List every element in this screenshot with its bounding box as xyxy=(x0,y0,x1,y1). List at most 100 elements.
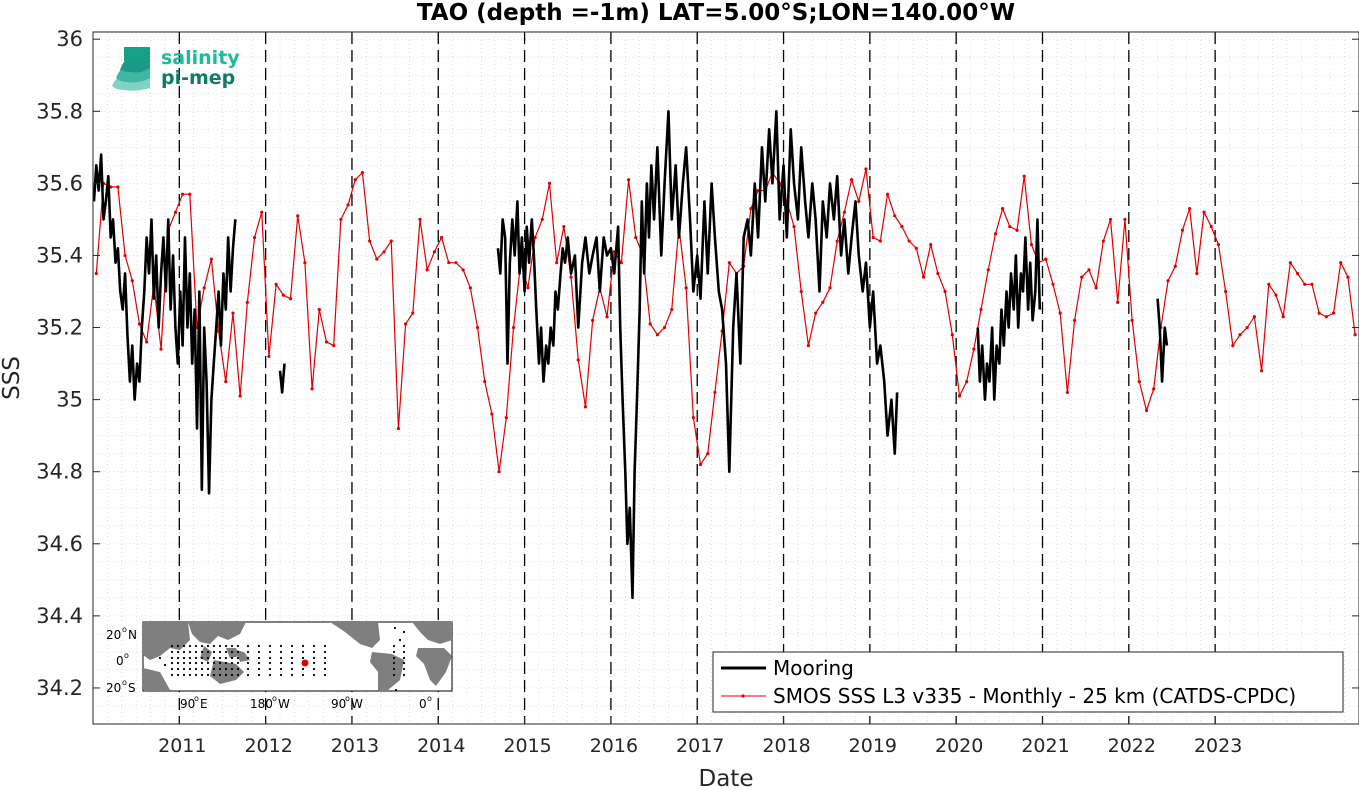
smos-point xyxy=(1008,225,1012,229)
smos-point xyxy=(1144,408,1149,413)
smos-point xyxy=(432,250,436,254)
map-mooring-dot xyxy=(218,667,222,671)
y-tick-label: 35 xyxy=(56,388,83,412)
smos-point xyxy=(648,322,652,326)
map-mooring-dot xyxy=(402,661,406,665)
map-mooring-dot xyxy=(268,661,272,665)
x-tick-label: 2019 xyxy=(849,735,897,757)
legend-label-smos: SMOS SSS L3 v335 - Monthly - 25 km (CATD… xyxy=(773,684,1296,708)
smos-point xyxy=(936,271,940,276)
map-mooring-dot xyxy=(206,673,210,677)
map-mooring-dot xyxy=(323,667,327,671)
smos-point xyxy=(368,239,372,243)
map-mooring-dot xyxy=(279,673,283,677)
map-mooring-dot xyxy=(224,661,228,665)
map-mooring-dot xyxy=(206,656,210,660)
y-axis-label: SSS xyxy=(0,356,25,400)
x-tick-label: 2020 xyxy=(935,735,983,757)
map-mooring-dot xyxy=(176,667,180,671)
smos-point xyxy=(1274,293,1278,297)
smos-point xyxy=(130,279,134,283)
y-tick-label: 34.4 xyxy=(36,604,83,628)
map-lat-20n-deg: o xyxy=(122,625,127,634)
map-mooring-dot xyxy=(170,644,174,648)
smos-point xyxy=(260,210,264,214)
smos-point xyxy=(447,261,451,265)
map-lon-180-hemi: W xyxy=(278,697,290,711)
smos-point xyxy=(1044,257,1048,261)
smos-point xyxy=(310,387,314,391)
map-mooring-dot xyxy=(218,661,222,665)
map-mooring-dot xyxy=(230,644,234,648)
y-tick-label: 34.2 xyxy=(36,676,83,700)
smos-point xyxy=(94,271,98,276)
map-mooring-dot xyxy=(402,650,406,654)
smos-point xyxy=(1094,286,1098,290)
smos-point xyxy=(929,243,933,247)
smos-point xyxy=(188,192,192,196)
smos-point xyxy=(123,253,127,258)
smos-point xyxy=(137,322,142,326)
smos-point xyxy=(792,225,796,229)
map-lon-0-deg: o xyxy=(427,694,432,703)
map-mooring-dot xyxy=(257,644,261,648)
map-mooring-dot xyxy=(212,667,216,671)
smos-point xyxy=(626,178,631,182)
x-tick-label: 2016 xyxy=(590,735,638,757)
map-mooring-dot xyxy=(170,656,174,660)
map-mooring-dot xyxy=(257,667,261,671)
smos-point xyxy=(1101,239,1105,243)
map-lon-180-value: 180 xyxy=(250,697,273,711)
map-mooring-dot xyxy=(182,644,186,648)
map-mooring-dot xyxy=(236,644,240,648)
map-mooring-dot xyxy=(279,644,283,648)
smos-point xyxy=(943,289,947,294)
map-mooring-dot xyxy=(402,656,406,660)
smos-point xyxy=(1065,390,1069,395)
legend: Mooring SMOS SSS L3 v335 - Monthly - 25 … xyxy=(712,651,1344,713)
smos-point xyxy=(274,282,278,286)
smos-point xyxy=(1188,207,1192,211)
map-mooring-dot xyxy=(194,644,198,648)
map-mooring-dot xyxy=(394,688,398,692)
smos-point xyxy=(749,207,753,211)
map-mooring-dot xyxy=(268,673,272,677)
map-mooring-dot xyxy=(312,644,316,648)
y-tick-label: 35.6 xyxy=(36,171,83,195)
smos-point xyxy=(1108,217,1113,222)
map-mooring-dot xyxy=(212,656,216,660)
tick-marks xyxy=(93,38,1359,724)
smos-point xyxy=(828,286,832,290)
smos-point xyxy=(116,185,120,189)
smos-point xyxy=(1310,282,1314,286)
map-mooring-dot xyxy=(301,650,305,654)
smos-point xyxy=(389,239,393,243)
smos-point xyxy=(1224,289,1228,294)
smos-point xyxy=(224,380,228,384)
map-mooring-dot xyxy=(268,644,272,648)
map-mooring-dot xyxy=(176,661,180,665)
smos-point xyxy=(245,300,249,304)
map-mooring-dot xyxy=(182,661,186,665)
map-mooring-dot xyxy=(312,673,316,677)
smos-point xyxy=(238,394,242,398)
map-mooring-dot xyxy=(200,661,204,665)
map-mooring-dot xyxy=(392,656,396,660)
legend-box xyxy=(712,651,1344,713)
map-mooring-dot xyxy=(246,673,250,677)
smos-point xyxy=(1137,380,1141,384)
x-tick-label: 2012 xyxy=(244,735,292,757)
smos-point xyxy=(1202,210,1206,214)
map-mooring-dot xyxy=(279,656,283,660)
map-mooring-dot xyxy=(188,644,192,648)
smos-point xyxy=(1180,228,1185,232)
smos-point xyxy=(1346,275,1350,279)
smos-point xyxy=(799,289,803,294)
map-lat-20s-value: 20 xyxy=(106,681,121,695)
smos-point xyxy=(1130,318,1134,322)
smos-point xyxy=(339,217,343,222)
map-mooring-dot xyxy=(268,667,272,671)
smos-point xyxy=(706,452,710,456)
map-mooring-dot xyxy=(290,656,294,660)
map-mooring-dot xyxy=(402,667,406,671)
